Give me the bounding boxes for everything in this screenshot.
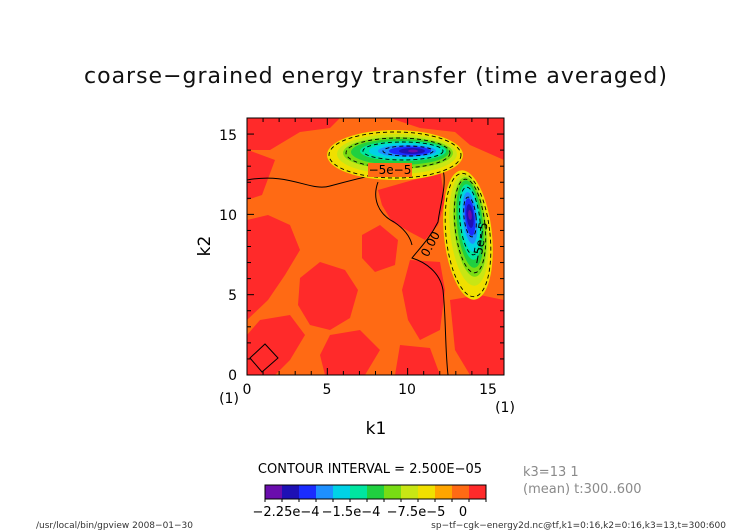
plot-area: −5e−5 0.00 −5e−5 xyxy=(247,118,504,375)
slice-info: k3=13 1 xyxy=(523,465,579,480)
x-tick-labels: 0 5 10 15 xyxy=(243,382,497,398)
colorbar-swatch xyxy=(401,485,419,499)
colorbar-swatch xyxy=(299,485,317,499)
colorbar-tick-label: −1.5e−4 xyxy=(322,505,381,520)
y-tick-labels: 0 5 10 15 xyxy=(219,128,237,384)
chart-title: coarse−grained energy transfer (time ave… xyxy=(84,64,668,89)
y-tick-label: 0 xyxy=(228,368,237,384)
colorbar-swatch xyxy=(384,485,402,499)
colorbar-swatch xyxy=(350,485,368,499)
footer-right: sp−tf−cgk−energy2d.nc@tf,k1=0:16,k2=0:16… xyxy=(431,521,726,531)
colorbar-tick-label: 0 xyxy=(459,505,467,520)
colorbar xyxy=(264,484,487,502)
y-tick-label: 5 xyxy=(228,288,237,304)
colorbar-swatch xyxy=(435,485,453,499)
colorbar-swatch xyxy=(282,485,300,499)
mean-info: (mean) t:300..600 xyxy=(523,482,642,497)
contour-label-upper: −5e−5 xyxy=(369,163,412,177)
x-tick-label: 10 xyxy=(398,382,416,398)
y-tick-label: 10 xyxy=(219,208,237,224)
x-index-label-left: (1) xyxy=(219,391,239,407)
colorbar-swatch xyxy=(367,485,385,499)
zero-contours xyxy=(247,168,449,375)
colorbar-swatch xyxy=(418,485,436,499)
colorbar-frame xyxy=(264,484,487,500)
colorbar-tick-label: −2.25e−4 xyxy=(253,505,320,520)
contour-interval: CONTOUR INTERVAL = 2.500E−05 xyxy=(258,462,482,477)
colorbar-swatch xyxy=(265,485,283,499)
x-tick-label: 15 xyxy=(479,382,497,398)
footer-left: /usr/local/bin/gpview 2008−01−30 xyxy=(36,521,193,531)
axis-ticks xyxy=(246,117,505,376)
x-tick-label: 5 xyxy=(323,382,332,398)
y-tick-label: 15 xyxy=(219,128,237,144)
colorbar-swatch xyxy=(452,485,470,499)
red-regions xyxy=(247,118,504,375)
x-index-label-right: (1) xyxy=(495,400,515,416)
colorbar-labels: −2.25e−4 −1.5e−4 −7.5e−5 0 xyxy=(253,505,468,520)
upper-blob xyxy=(327,130,463,180)
x-axis-label: k1 xyxy=(366,419,387,439)
colorbar-swatch xyxy=(333,485,351,499)
y-axis-label: k2 xyxy=(195,236,215,257)
x-tick-label: 0 xyxy=(243,382,252,398)
colorbar-swatch xyxy=(469,485,487,499)
colorbar-swatch xyxy=(316,485,334,499)
contour-label-bg-1 xyxy=(368,163,412,177)
colorbar-tick-label: −7.5e−5 xyxy=(387,505,446,520)
right-blob xyxy=(443,170,493,300)
